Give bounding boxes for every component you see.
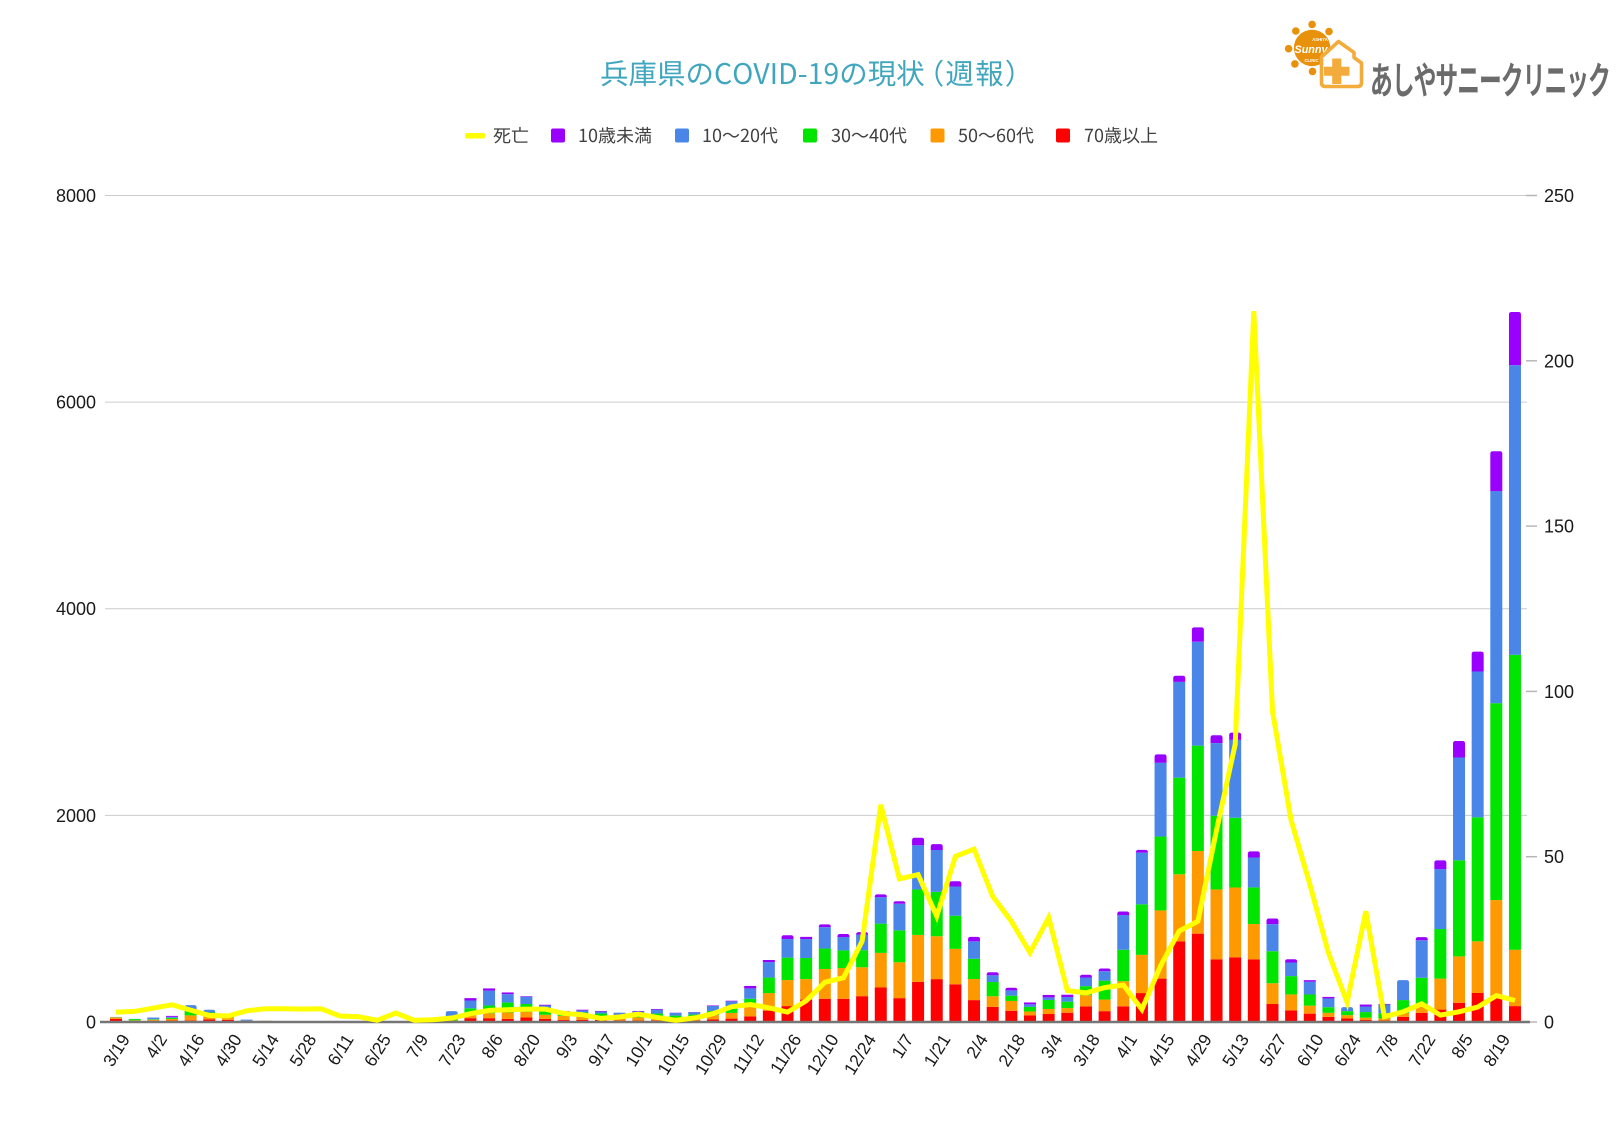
svg-text:8000: 8000 — [56, 186, 96, 206]
svg-text:50: 50 — [1544, 847, 1564, 867]
svg-text:150: 150 — [1544, 517, 1574, 537]
svg-text:0: 0 — [86, 1013, 96, 1033]
svg-text:200: 200 — [1544, 351, 1574, 371]
svg-text:250: 250 — [1544, 186, 1574, 206]
svg-text:6000: 6000 — [56, 393, 96, 413]
svg-text:0: 0 — [1544, 1013, 1554, 1033]
svg-text:4000: 4000 — [56, 599, 96, 619]
svg-text:2000: 2000 — [56, 806, 96, 826]
svg-text:CLINIC: CLINIC — [1305, 58, 1319, 63]
svg-text:100: 100 — [1544, 682, 1574, 702]
svg-text:ASHIYA: ASHIYA — [1312, 37, 1327, 42]
